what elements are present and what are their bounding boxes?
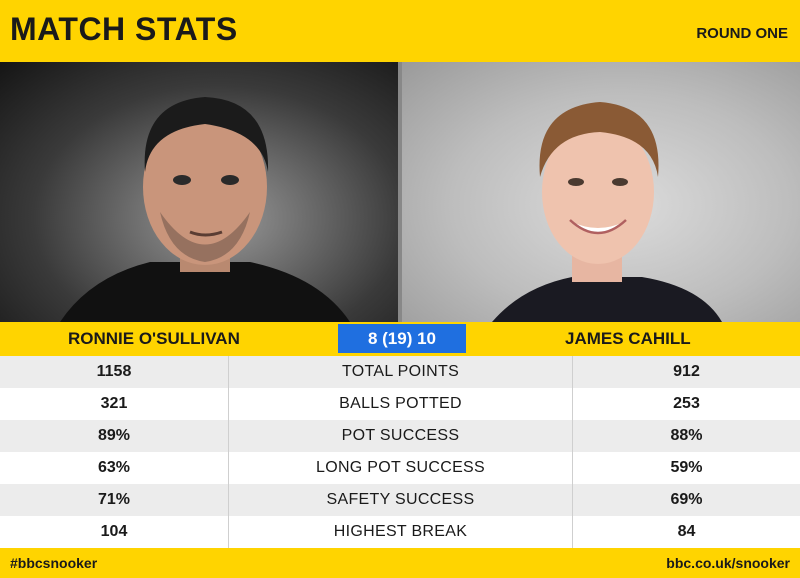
stat-label: POT SUCCESS [228, 420, 573, 452]
stat-row-total-points: 1158 TOTAL POINTS 912 [0, 356, 800, 388]
stat-label: SAFETY SUCCESS [228, 484, 573, 516]
header-bar: MATCH STATS ROUND ONE [0, 0, 800, 62]
page-title: MATCH STATS [10, 11, 238, 47]
stat-right-value: 253 [673, 395, 700, 412]
portrait-right-illustration [492, 102, 722, 322]
stat-row-long-pot-success: 63% LONG POT SUCCESS 59% [0, 452, 800, 484]
stat-label: TOTAL POINTS [228, 356, 573, 388]
stat-right-value: 59% [670, 459, 703, 476]
stat-left-value: 89% [97, 427, 131, 444]
stat-right-value: 912 [673, 363, 700, 380]
hashtag: #bbcsnooker [10, 555, 98, 571]
stat-label: BALLS POTTED [228, 388, 573, 420]
stat-left-value: 104 [100, 523, 128, 540]
player-name-right: JAMES CAHILL [565, 329, 691, 348]
stat-left-value: 71% [97, 491, 131, 508]
stat-left-value: 1158 [96, 363, 132, 380]
stat-right-value: 84 [677, 523, 696, 540]
player-name-bar: RONNIE O'SULLIVAN 8 (19) 10 JAMES CAHILL [0, 322, 800, 356]
website: bbc.co.uk/snooker [666, 555, 790, 571]
player-photo-left [0, 62, 398, 322]
stats-table: 1158 TOTAL POINTS 912 321 BALLS POTTED 2… [0, 356, 800, 548]
frame-score: 8 (19) 10 [338, 324, 466, 353]
stat-row-pot-success: 89% POT SUCCESS 88% [0, 420, 800, 452]
stat-row-balls-potted: 321 BALLS POTTED 253 [0, 388, 800, 420]
player-photo-right [398, 62, 800, 322]
portrait-left-illustration [60, 97, 350, 322]
stat-label: LONG POT SUCCESS [228, 452, 573, 484]
stat-left-value: 321 [100, 395, 128, 412]
footer-bar: #bbcsnooker bbc.co.uk/snooker [0, 548, 800, 578]
player-photos [0, 62, 800, 322]
stat-row-safety-success: 71% SAFETY SUCCESS 69% [0, 484, 800, 516]
round-label: ROUND ONE [696, 25, 788, 42]
stat-left-value: 63% [97, 459, 131, 476]
stat-label: HIGHEST BREAK [228, 516, 573, 548]
stat-right-value: 88% [670, 427, 703, 444]
stat-right-value: 69% [670, 491, 703, 508]
stat-row-highest-break: 104 HIGHEST BREAK 84 [0, 516, 800, 548]
player-name-left: RONNIE O'SULLIVAN [68, 329, 240, 348]
